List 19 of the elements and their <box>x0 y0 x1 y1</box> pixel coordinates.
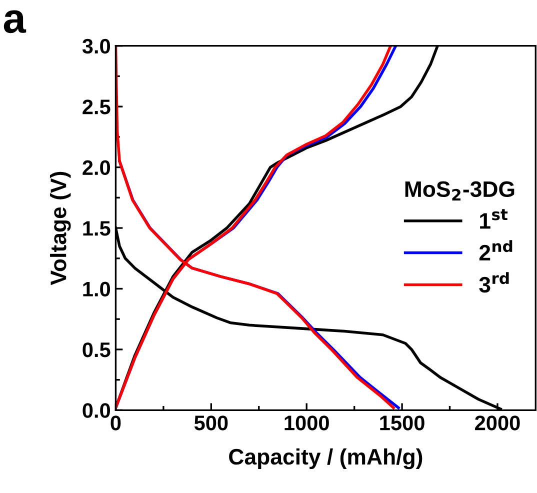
x-tick-label: 1500 <box>380 416 424 430</box>
legend-label: 2$^{nd}$ <box>479 240 512 260</box>
text: a <box>4 10 26 34</box>
x-tick-label: 2000 <box>475 416 520 430</box>
y-axis-title: Voltage (V) <box>50 172 71 286</box>
y-tick-label: 0.0 <box>82 403 110 418</box>
y-tick-label: 1.5 <box>83 221 110 236</box>
y-tick-label: 0.5 <box>82 342 110 358</box>
x-tick-label: 1000 <box>284 416 329 430</box>
x-axis-title: Capacity / (mAh/g) <box>229 448 422 470</box>
y-tick-label: 3.0 <box>82 38 110 54</box>
x-tick-label: 0 <box>110 416 121 430</box>
x-tick-label: 500 <box>194 416 228 430</box>
legend-label: 1$^{st}$ <box>480 209 508 229</box>
y-tick-label: 2.5 <box>82 100 110 114</box>
legend-label: 3$^{rd}$ <box>479 272 509 293</box>
y-tick-label: 2.0 <box>82 160 110 176</box>
legend-title: MoS$_{2}$-3DG <box>405 181 514 200</box>
y-tick-label: 1.0 <box>83 282 110 296</box>
